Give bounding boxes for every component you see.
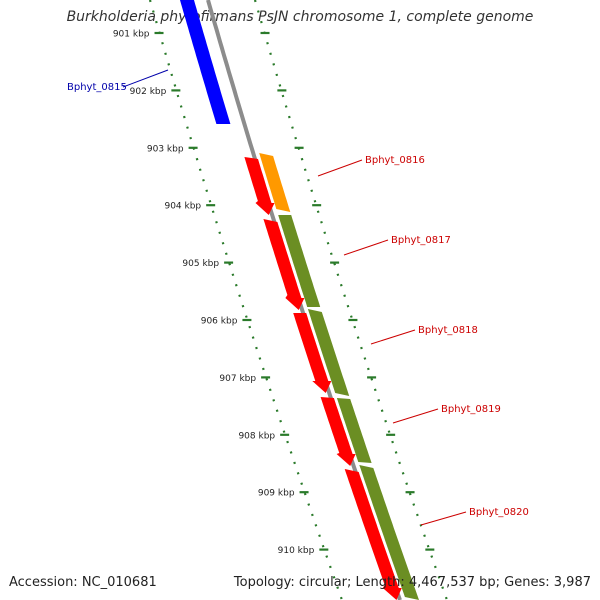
tick-label: 902 kbp <box>130 87 167 97</box>
gene-red-1[interactable] <box>244 157 275 215</box>
tick-label: 901 kbp <box>113 30 150 40</box>
gene-olive-4[interactable] <box>359 465 419 600</box>
gene-label[interactable]: Bphyt_0818 <box>418 325 478 336</box>
leader-line <box>122 69 169 88</box>
gene-label[interactable]: Bphyt_0815 <box>67 82 127 93</box>
gene-label[interactable]: Bphyt_0817 <box>391 235 451 246</box>
gene-red-2[interactable] <box>263 219 305 310</box>
tick-label: 910 kbp <box>278 546 315 556</box>
gene-olive-3[interactable] <box>336 398 372 463</box>
leader-line <box>370 329 416 345</box>
gene-label[interactable]: Bphyt_0816 <box>365 155 425 166</box>
gene-label[interactable]: Bphyt_0820 <box>469 507 529 518</box>
tick-label: 906 kbp <box>201 317 238 327</box>
gene-red-4[interactable] <box>320 397 356 466</box>
accession-text: Accession: NC_010681 <box>9 575 157 590</box>
leader-line <box>343 239 389 256</box>
tick-label: 908 kbp <box>238 431 275 441</box>
gene-orange-1[interactable] <box>259 153 291 212</box>
gene-red-3[interactable] <box>293 313 332 393</box>
leader-line <box>317 159 363 177</box>
leader-line <box>420 511 467 526</box>
tick-label: 905 kbp <box>182 259 219 269</box>
tick-label: 909 kbp <box>258 489 295 499</box>
gene-olive-2[interactable] <box>307 309 350 396</box>
tick-label: 903 kbp <box>147 144 184 154</box>
gene-red-5[interactable] <box>344 469 402 600</box>
tick-label: 904 kbp <box>164 202 201 212</box>
gene-olive-1[interactable] <box>278 215 321 307</box>
genome-summary: Topology: circular; Length: 4,467,537 bp… <box>233 575 591 590</box>
gene-label[interactable]: Bphyt_0819 <box>441 404 501 415</box>
gene-bphyt-0815[interactable] <box>180 0 231 124</box>
leader-line <box>392 408 439 424</box>
tick-label: 907 kbp <box>219 374 256 384</box>
map-title: Burkholderia phytofirmans PsJN chromosom… <box>66 9 534 25</box>
